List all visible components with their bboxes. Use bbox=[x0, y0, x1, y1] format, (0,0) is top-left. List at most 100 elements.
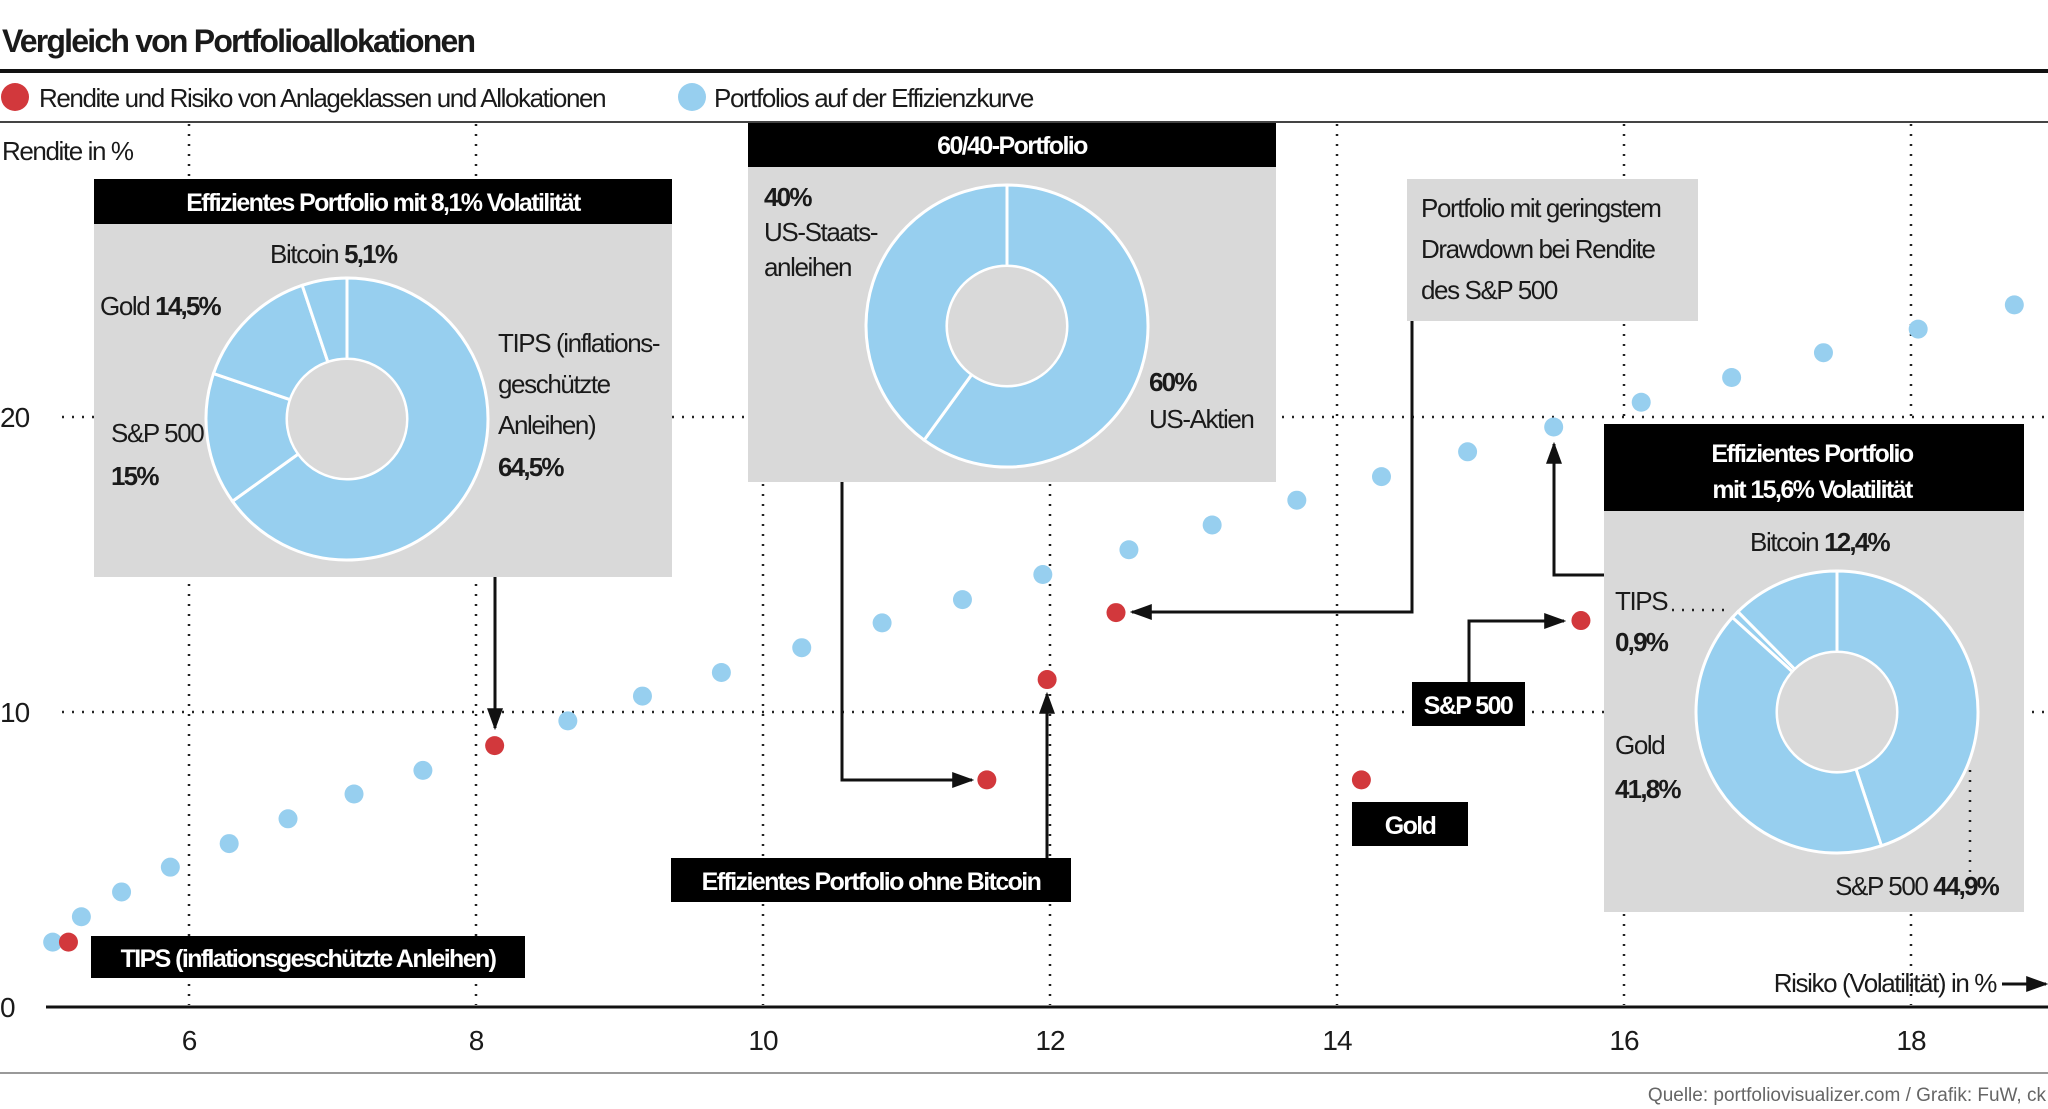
donut-chart bbox=[1694, 569, 1980, 855]
x-tick-label: 14 bbox=[1322, 1025, 1352, 1056]
slice-label-sp500: S&P 500 bbox=[111, 418, 204, 448]
efficient-portfolio-point bbox=[219, 834, 239, 854]
arrow-icon bbox=[1546, 441, 1604, 577]
point-label: S&P 500 bbox=[1424, 692, 1513, 720]
efficient-portfolio-point bbox=[711, 662, 731, 682]
donut-slice bbox=[204, 371, 301, 504]
asset-point bbox=[977, 770, 997, 790]
donut-slice bbox=[864, 183, 1009, 443]
efficient-portfolio-point bbox=[792, 638, 812, 658]
donut-title: mit 15,6% Volatilität bbox=[1712, 476, 1914, 504]
annotation-text: Drawdown bei Rendite bbox=[1421, 234, 1656, 264]
efficient-portfolio-point bbox=[1544, 417, 1564, 437]
slice-value-tips: 64,5% bbox=[498, 452, 564, 482]
label-sp500: S&P 500 bbox=[1412, 682, 1525, 726]
efficient-portfolio-point bbox=[632, 686, 652, 706]
efficient-portfolio-point bbox=[2004, 295, 2024, 315]
donut-slice bbox=[1735, 569, 1839, 672]
donut-chart bbox=[864, 183, 1150, 469]
efficient-portfolio-point bbox=[1722, 367, 1742, 387]
efficient-portfolio-point bbox=[558, 711, 578, 731]
efficient-portfolio-point bbox=[43, 932, 63, 952]
efficient-portfolio-point bbox=[1033, 565, 1053, 585]
efficient-portfolio-point bbox=[1202, 515, 1222, 535]
slice-label-tips: TIPS bbox=[1615, 586, 1668, 616]
legend-red-marker bbox=[1, 83, 29, 111]
slice-label-bitcoin: Bitcoin 12,4% bbox=[1750, 527, 1890, 557]
legend-blue-label: Portfolios auf der Effizienzkurve bbox=[714, 83, 1034, 113]
x-tick-label: 8 bbox=[469, 1025, 484, 1056]
efficient-portfolio-point bbox=[1813, 343, 1833, 363]
slice-label-tips: geschützte bbox=[498, 369, 611, 399]
donut-slice bbox=[230, 276, 490, 562]
donut-hole bbox=[288, 360, 406, 478]
slice-value-bonds: 40% bbox=[764, 182, 812, 212]
point-label: Effizientes Portfolio ohne Bitcoin bbox=[702, 868, 1041, 896]
asset-point bbox=[1351, 770, 1371, 790]
efficient-portfolio-point bbox=[1371, 467, 1391, 487]
slice-label-gold: Gold bbox=[1615, 730, 1664, 760]
source-note: Quelle: portfoliovisualizer.com / Grafik… bbox=[1648, 1085, 2047, 1106]
efficient-portfolio-point bbox=[160, 857, 180, 877]
annotation-min-drawdown: Portfolio mit geringstem Drawdown bei Re… bbox=[1407, 179, 1698, 321]
slice-value-tips: 0,9% bbox=[1615, 627, 1669, 657]
legend-red-label: Rendite und Risiko von Anlageklassen und… bbox=[39, 83, 605, 113]
donut-box-efficient-15-6: Effizientes Portfolio mit 15,6% Volatili… bbox=[1604, 424, 2024, 912]
label-no-bitcoin: Effizientes Portfolio ohne Bitcoin bbox=[671, 858, 1071, 902]
x-tick-label: 6 bbox=[182, 1025, 197, 1056]
donut-slice bbox=[300, 276, 349, 365]
efficient-portfolio-point bbox=[413, 760, 433, 780]
donut-slice bbox=[1694, 615, 1884, 855]
donut-box-efficient-8-1: Effizientes Portfolio mit 8,1% Volatilit… bbox=[94, 179, 672, 577]
efficient-portfolio-point bbox=[1287, 490, 1307, 510]
donut-chart bbox=[204, 276, 490, 562]
efficient-portfolio-point bbox=[1119, 540, 1139, 560]
y-tick-label: 10 bbox=[0, 697, 30, 728]
y-tick-label: 20 bbox=[0, 402, 30, 433]
connector-arrows bbox=[487, 321, 1604, 858]
slice-label-sp500: S&P 500 44,9% bbox=[1835, 871, 2000, 901]
arrow-icon bbox=[1467, 613, 1567, 682]
asset-point bbox=[1106, 603, 1126, 623]
donut-box-60-40: 60/40-Portfolio 40% US-Staats- anleihen … bbox=[748, 123, 1276, 482]
annotation-text: Portfolio mit geringstem bbox=[1421, 193, 1661, 223]
donut-title: 60/40-Portfolio bbox=[937, 132, 1088, 160]
y-tick-label: 0 bbox=[0, 992, 15, 1023]
efficient-portfolio-point bbox=[952, 590, 972, 610]
efficient-portfolio-point bbox=[1631, 392, 1651, 412]
efficient-portfolio-point bbox=[1458, 442, 1478, 462]
tick-labels: 6 8 10 12 14 16 18 0 10 20 bbox=[0, 402, 1927, 1056]
label-gold: Gold bbox=[1352, 802, 1468, 846]
donut-slice bbox=[211, 283, 330, 402]
arrow-icon bbox=[1129, 321, 1414, 620]
efficient-portfolio-point bbox=[112, 882, 132, 902]
slice-label-tips: Anleihen) bbox=[498, 410, 596, 440]
y-axis-label: Rendite in % bbox=[2, 136, 134, 166]
arrow-icon bbox=[840, 482, 975, 788]
efficient-portfolio-point bbox=[872, 613, 892, 633]
point-label: TIPS (inflationsgeschützte Anleihen) bbox=[121, 945, 497, 973]
point-label: Gold bbox=[1385, 812, 1436, 840]
annotation-text: des S&P 500 bbox=[1421, 275, 1558, 305]
asset-point bbox=[1037, 670, 1057, 690]
x-tick-label: 12 bbox=[1035, 1025, 1065, 1056]
asset-point bbox=[485, 736, 505, 756]
slice-label-bitcoin: Bitcoin 5,1% bbox=[270, 239, 398, 269]
slice-label-gold: Gold 14,5% bbox=[100, 291, 222, 321]
efficient-portfolio-point bbox=[278, 809, 298, 829]
x-tick-label: 18 bbox=[1896, 1025, 1926, 1056]
donut-hole bbox=[1778, 653, 1896, 771]
x-axis-label: Risiko (Volatilität) in % bbox=[1774, 968, 1997, 998]
asset-point bbox=[1571, 611, 1591, 631]
asset-point bbox=[58, 932, 78, 952]
chart-title: Vergleich von Portfolioallokationen bbox=[2, 23, 474, 59]
data-points bbox=[43, 295, 2024, 952]
donut-slice bbox=[1835, 569, 1980, 848]
donut-hole bbox=[948, 267, 1066, 385]
donut-slice bbox=[922, 183, 1150, 469]
slice-label-tips: TIPS (inflations- bbox=[498, 328, 660, 358]
slice-label-stocks: US-Aktien bbox=[1149, 404, 1253, 434]
slice-value-stocks: 60% bbox=[1149, 367, 1197, 397]
donut-title: Effizientes Portfolio bbox=[1711, 440, 1913, 468]
